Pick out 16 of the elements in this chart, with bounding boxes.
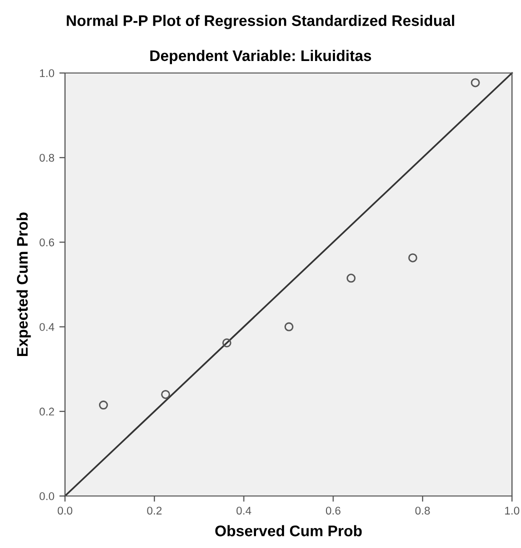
x-tick-label: 0.6	[326, 506, 340, 515]
x-tick-label: 0.8	[415, 506, 430, 515]
y-tick-label: 0.0	[40, 492, 54, 500]
y-tick-label: 0.8	[40, 154, 54, 162]
x-tick-label: 0.2	[147, 506, 162, 515]
y-tick-label: 0.6	[40, 238, 54, 246]
y-tick-label: 0.4	[40, 323, 54, 331]
y-axis-title: Expected Cum Prob	[16, 212, 31, 356]
chart-subtitle: Dependent Variable: Likuiditas	[150, 50, 372, 64]
x-axis-title: Observed Cum Prob	[215, 525, 362, 536]
x-tick-label: 1.0	[505, 506, 520, 515]
x-tick-label: 0.0	[58, 506, 72, 515]
y-tick-label: 0.2	[40, 408, 54, 416]
y-tick-label: 1.0	[40, 69, 54, 78]
chart-title: Normal P-P Plot of Regression Standardized Residual	[66, 14, 454, 30]
x-tick-label: 0.4	[236, 506, 252, 515]
